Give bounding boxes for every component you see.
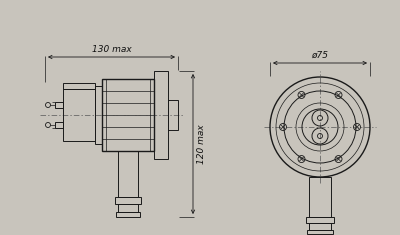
Bar	[63, 83, 95, 89]
Text: 120 max: 120 max	[197, 124, 206, 164]
Bar	[118, 151, 138, 197]
Bar	[307, 230, 333, 234]
Bar	[309, 177, 331, 217]
Bar	[116, 212, 140, 217]
Bar	[55, 122, 63, 128]
Bar	[306, 217, 334, 223]
Bar	[309, 223, 331, 230]
Bar	[154, 71, 168, 159]
Bar	[115, 197, 141, 204]
Bar	[168, 100, 178, 130]
Text: 130 max: 130 max	[92, 45, 131, 54]
Bar	[118, 204, 138, 212]
Text: ø75: ø75	[312, 51, 328, 60]
Bar	[63, 89, 95, 141]
Bar	[55, 102, 63, 108]
Bar	[95, 86, 102, 144]
Bar	[102, 79, 154, 151]
